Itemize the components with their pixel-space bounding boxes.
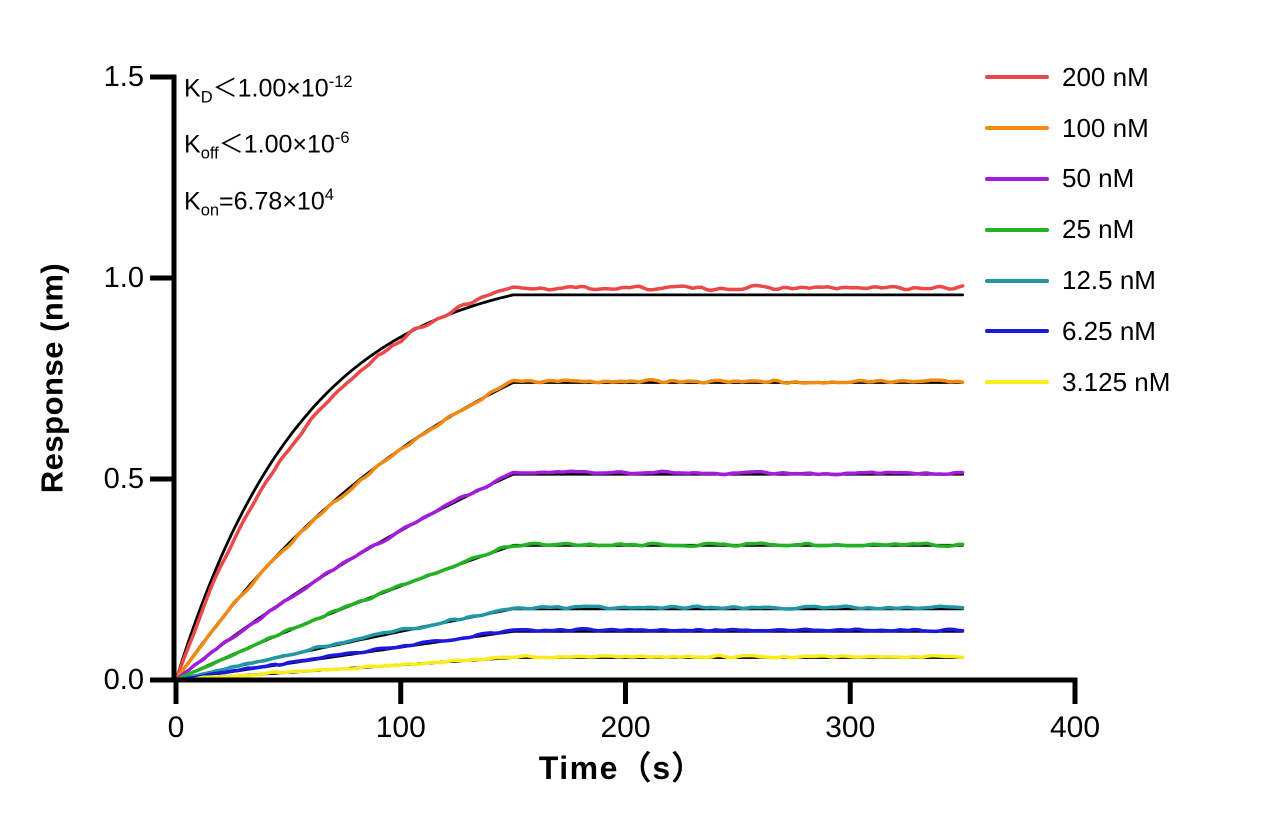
data-curve-625nM	[174, 627, 965, 682]
legend-swatch	[985, 380, 1049, 385]
data-curve-125nM	[174, 604, 965, 682]
y-tick-label: 1.0	[104, 262, 144, 294]
legend-label: 50 nM	[1062, 163, 1135, 194]
legend-swatch	[985, 126, 1049, 131]
x-axis-title: Time（s）	[539, 750, 705, 786]
legend-label: 6.25 nM	[1062, 315, 1156, 346]
fit-curve-100nM	[174, 381, 964, 682]
legend-item: 12.5 nM	[985, 255, 1170, 306]
x-tick-label: 300	[825, 711, 875, 744]
legend-item: 50 nM	[985, 154, 1170, 205]
legend-swatch	[985, 75, 1049, 80]
kinetics-line-koff: Koff＜1.00×10-6	[184, 129, 350, 163]
fit-curve-50nM	[174, 472, 964, 682]
legend-label: 200 nM	[1062, 61, 1149, 92]
kinetics-annotation: KD＜1.00×10-12 Koff＜1.00×10-6 Kon=6.78×10…	[184, 62, 353, 231]
legend-swatch	[985, 176, 1049, 181]
x-tick-label: 400	[1050, 711, 1100, 744]
data-curve-3125nM	[174, 653, 965, 682]
data-curves-layer	[174, 283, 965, 682]
fit-curves-layer	[174, 293, 964, 682]
legend-item: 3.125 nM	[985, 357, 1170, 408]
fit-curve-25nM	[174, 543, 964, 682]
y-tick-label: 0.5	[104, 463, 144, 495]
y-axis-title: Response (nm)	[35, 263, 70, 493]
data-curve-200nM	[174, 283, 965, 682]
data-curve-100nM	[174, 377, 965, 682]
x-tick-label: 0	[168, 711, 185, 744]
legend-label: 12.5 nM	[1062, 265, 1156, 296]
legend-item: 100 nM	[985, 103, 1170, 154]
legend-label: 25 nM	[1062, 214, 1135, 245]
legend-swatch	[985, 278, 1049, 283]
axes-layer: 0 100 200 300 400 0.0 0.5 1.0 1.5	[104, 61, 1100, 744]
fit-curve-125nM	[174, 607, 964, 682]
legend-label: 100 nM	[1062, 112, 1149, 143]
y-tick-label: 1.5	[104, 61, 144, 93]
kinetics-line-kd: KD＜1.00×10-12	[184, 73, 353, 107]
legend-item: 200 nM	[985, 52, 1170, 103]
fit-curve-200nM	[174, 293, 964, 682]
kinetics-line-kon: Kon=6.78×104	[184, 185, 334, 219]
legend-item: 25 nM	[985, 204, 1170, 255]
legend-swatch	[985, 227, 1049, 232]
data-curve-25nM	[174, 541, 965, 682]
y-tick-label: 0.0	[104, 664, 144, 696]
x-tick-label: 100	[376, 711, 426, 744]
data-curve-50nM	[174, 469, 965, 682]
legend-swatch	[985, 329, 1049, 334]
legend: 200 nM 100 nM 50 nM 25 nM 12.5 nM 6.25 n…	[985, 52, 1170, 408]
x-tick-label: 200	[600, 711, 650, 744]
legend-item: 6.25 nM	[985, 306, 1170, 357]
legend-label: 3.125 nM	[1062, 366, 1171, 397]
